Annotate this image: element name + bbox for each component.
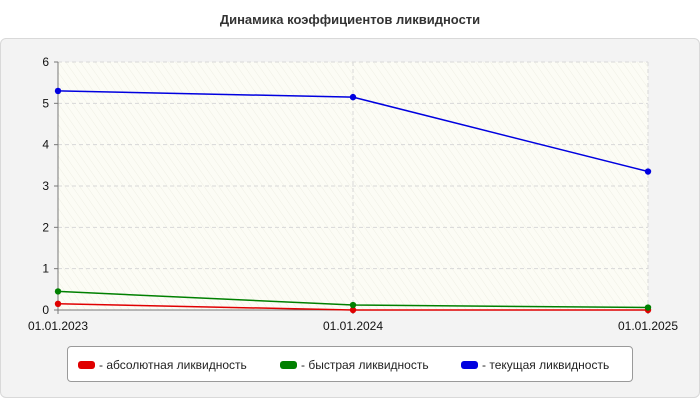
- series-point-absolute: [54, 300, 62, 307]
- y-tick-label: 0: [42, 303, 49, 317]
- y-tick-label: 2: [42, 220, 49, 234]
- legend-label-current: - текущая ликвидность: [482, 358, 610, 372]
- series-group: [54, 87, 652, 314]
- legend: - абсолютная ликвидность - быстрая ликви…: [67, 346, 633, 382]
- series-point-current: [644, 168, 652, 175]
- y-tick-label: 3: [42, 179, 49, 193]
- legend-swatch-current: [461, 361, 478, 369]
- x-tick-label: 01.01.2024: [323, 319, 383, 333]
- y-tick-label: 1: [42, 262, 49, 276]
- legend-swatch-quick: [280, 361, 297, 369]
- y-tick-label: 5: [42, 96, 49, 110]
- legend-swatch-absolute: [78, 361, 95, 369]
- series-point-quick: [644, 304, 652, 311]
- legend-label-quick: - быстрая ликвидность: [301, 358, 429, 372]
- legend-item-absolute: - абсолютная ликвидность: [78, 347, 247, 383]
- y-tick-label: 4: [42, 138, 49, 152]
- legend-item-quick: - быстрая ликвидность: [280, 347, 429, 383]
- series-point-quick: [349, 301, 357, 309]
- x-tick-label: 01.01.2023: [28, 319, 88, 333]
- tick-labels: 0 1 2 3 4 5 6 01.01.2023 01.01.2024 01.01.2025: [28, 55, 678, 333]
- series-point-quick: [54, 288, 62, 295]
- legend-item-current: - текущая ликвидность: [461, 347, 609, 383]
- grid-lines: [58, 61, 649, 310]
- legend-label-absolute: - абсолютная ликвидность: [99, 358, 247, 372]
- chart-title: Динамика коэффициентов ликвидности: [219, 12, 481, 27]
- series-point-absolute: [349, 306, 357, 314]
- y-tick-label: 6: [42, 55, 49, 69]
- series-point-current: [54, 87, 62, 95]
- series-point-current: [349, 93, 357, 101]
- x-tick-label: 01.01.2025: [618, 319, 678, 333]
